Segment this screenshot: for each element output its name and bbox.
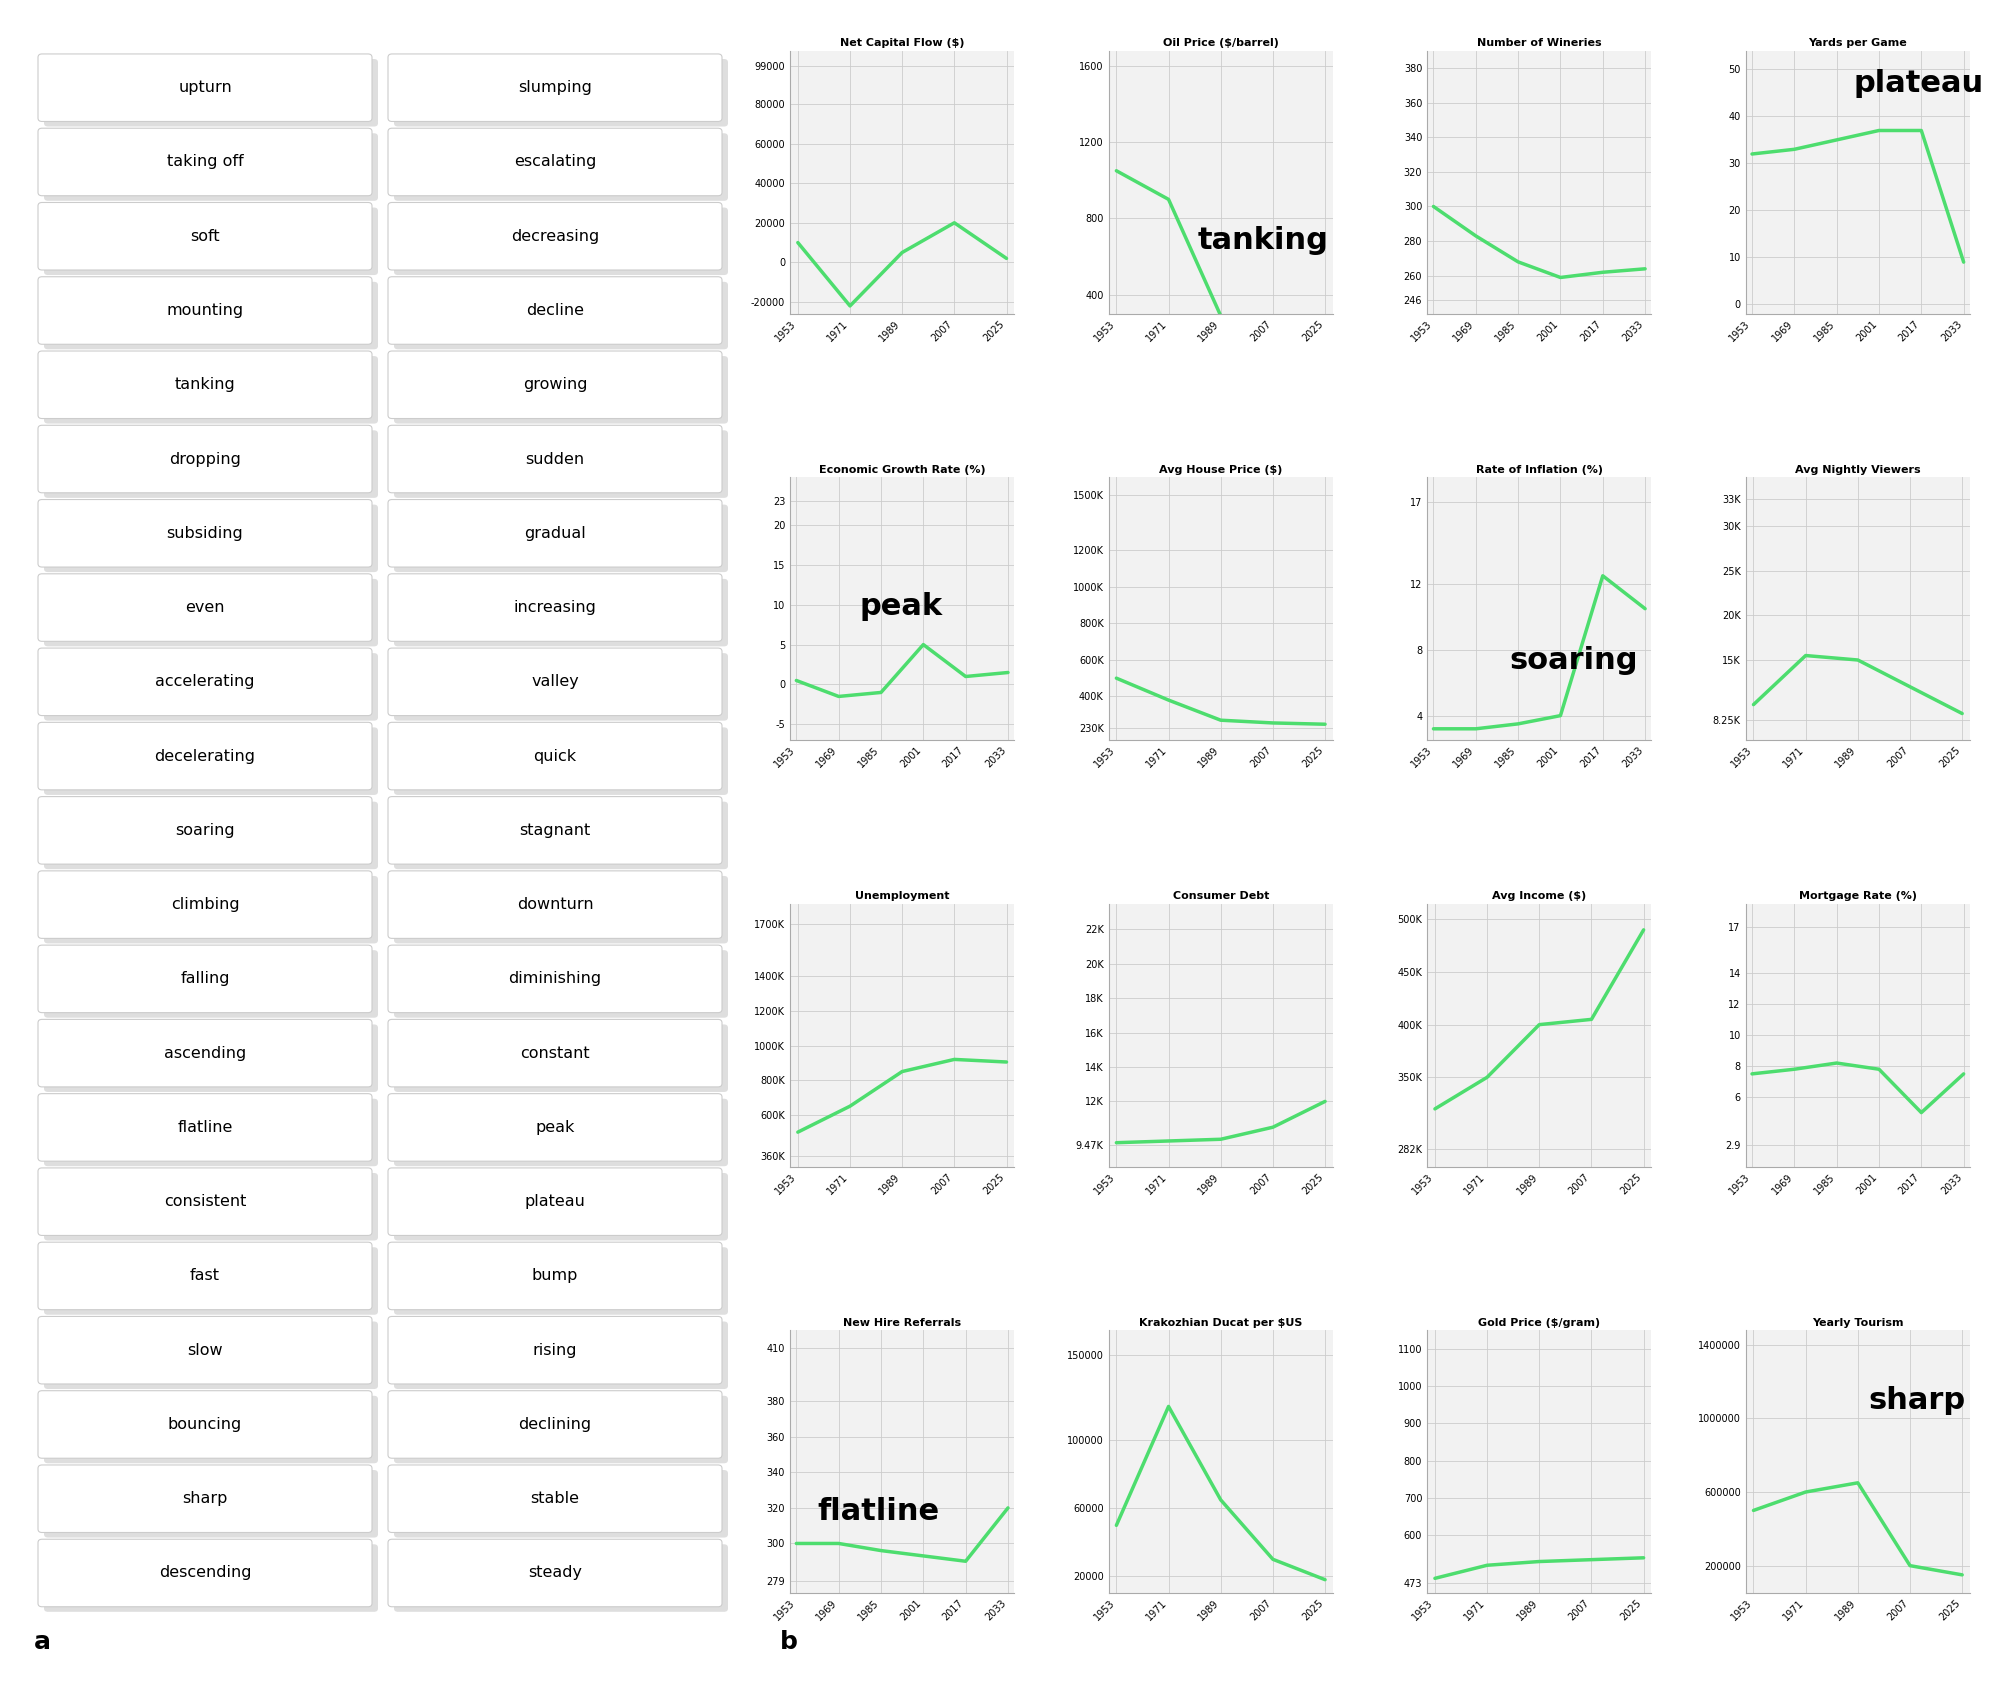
Text: peak: peak (536, 1120, 574, 1135)
Text: decreasing: decreasing (510, 229, 600, 244)
Text: descending: descending (158, 1566, 252, 1580)
Text: slumping: slumping (518, 81, 592, 94)
Text: sharp: sharp (1868, 1386, 1966, 1415)
Text: climbing: climbing (170, 897, 240, 912)
Text: sudden: sudden (526, 452, 584, 467)
Title: Unemployment: Unemployment (854, 892, 950, 902)
Text: soft: soft (190, 229, 220, 244)
Title: Economic Growth Rate (%): Economic Growth Rate (%) (818, 465, 986, 475)
Title: Avg Nightly Viewers: Avg Nightly Viewers (1796, 465, 1920, 475)
Title: Net Capital Flow ($): Net Capital Flow ($) (840, 39, 964, 49)
Text: stable: stable (530, 1490, 580, 1506)
Title: Avg House Price ($): Avg House Price ($) (1160, 465, 1282, 475)
Text: falling: falling (180, 971, 230, 986)
Text: b: b (780, 1630, 798, 1654)
Text: bump: bump (532, 1268, 578, 1283)
Title: Yards per Game: Yards per Game (1808, 39, 1908, 49)
Title: Gold Price ($/gram): Gold Price ($/gram) (1478, 1318, 1600, 1329)
Text: decelerating: decelerating (154, 749, 256, 764)
Title: Oil Price ($/barrel): Oil Price ($/barrel) (1162, 39, 1278, 49)
Text: valley: valley (532, 674, 578, 690)
Text: downturn: downturn (516, 897, 594, 912)
Title: Rate of Inflation (%): Rate of Inflation (%) (1476, 465, 1602, 475)
Text: consistent: consistent (164, 1194, 246, 1209)
Text: bouncing: bouncing (168, 1416, 242, 1431)
Text: dropping: dropping (170, 452, 240, 467)
Title: Consumer Debt: Consumer Debt (1172, 892, 1268, 902)
Title: Avg Income ($): Avg Income ($) (1492, 892, 1586, 902)
Text: decline: decline (526, 303, 584, 319)
Text: declining: declining (518, 1416, 592, 1431)
Title: Number of Wineries: Number of Wineries (1476, 39, 1602, 49)
Text: constant: constant (520, 1045, 590, 1060)
Text: rising: rising (532, 1342, 578, 1357)
Text: plateau: plateau (524, 1194, 586, 1209)
Text: diminishing: diminishing (508, 971, 602, 986)
Title: Yearly Tourism: Yearly Tourism (1812, 1318, 1904, 1329)
Text: growing: growing (522, 378, 588, 393)
Text: subsiding: subsiding (166, 526, 244, 541)
Text: peak: peak (860, 592, 942, 620)
Text: escalating: escalating (514, 155, 596, 170)
Text: ascending: ascending (164, 1045, 246, 1060)
Text: plateau: plateau (1854, 69, 1984, 98)
Text: gradual: gradual (524, 526, 586, 541)
Text: soaring: soaring (1510, 646, 1638, 674)
Text: a: a (34, 1630, 52, 1654)
Text: mounting: mounting (166, 303, 244, 319)
Text: slow: slow (188, 1342, 222, 1357)
Text: even: even (186, 600, 224, 615)
Text: stagnant: stagnant (520, 823, 590, 838)
Text: increasing: increasing (514, 600, 596, 615)
Text: quick: quick (534, 749, 576, 764)
Text: fast: fast (190, 1268, 220, 1283)
Text: taking off: taking off (166, 155, 244, 170)
Text: flatline: flatline (178, 1120, 232, 1135)
Text: accelerating: accelerating (156, 674, 254, 690)
Text: upturn: upturn (178, 81, 232, 94)
Text: steady: steady (528, 1566, 582, 1580)
Text: tanking: tanking (1198, 226, 1328, 255)
Title: New Hire Referrals: New Hire Referrals (844, 1318, 962, 1329)
Text: soaring: soaring (176, 823, 234, 838)
Title: Mortgage Rate (%): Mortgage Rate (%) (1798, 892, 1916, 902)
Text: flatline: flatline (818, 1497, 940, 1526)
Title: Krakozhian Ducat per $US: Krakozhian Ducat per $US (1140, 1318, 1302, 1329)
Text: sharp: sharp (182, 1490, 228, 1506)
Text: tanking: tanking (174, 378, 236, 393)
